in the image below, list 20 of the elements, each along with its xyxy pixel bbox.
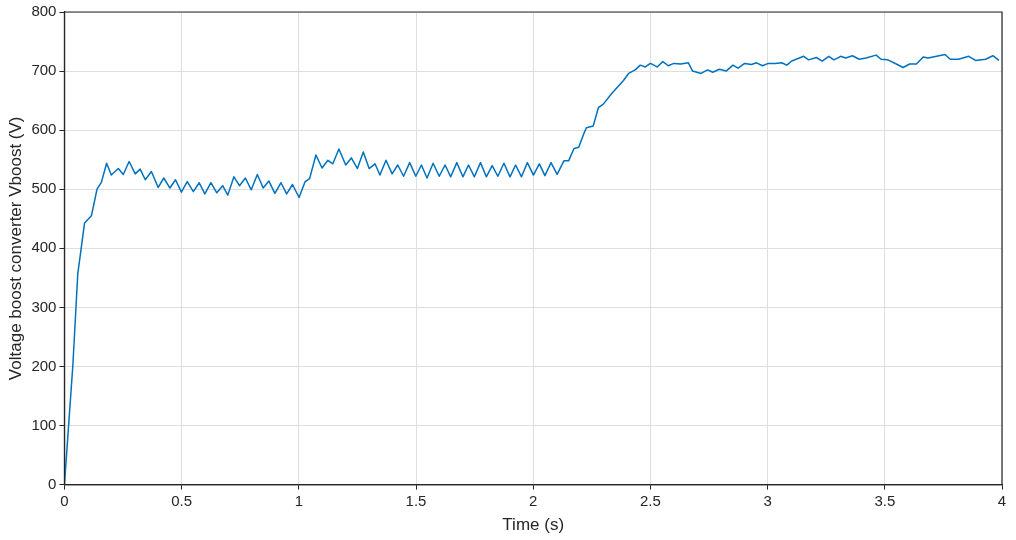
x-axis-title: Time (s) [502, 515, 565, 535]
x-tick-label: 3.5 [874, 491, 896, 509]
x-tick-label: 4 [997, 491, 1007, 509]
x-tick-label: 3 [763, 491, 772, 509]
y-tick-label: 200 [31, 356, 57, 374]
y-tick-label: 0 [48, 474, 57, 492]
y-axis-title: Voltage boost converter Vboost (V) [5, 116, 25, 381]
y-tick-label: 500 [31, 179, 57, 197]
x-tick-label: 0 [60, 491, 69, 509]
y-tick-label: 400 [31, 238, 57, 256]
y-tick-label: 700 [31, 61, 57, 79]
y-tick-label: 800 [31, 2, 57, 20]
y-tick-label: 300 [31, 297, 57, 315]
x-tick-label: 2 [529, 491, 538, 509]
x-tick-label: 1.5 [405, 491, 427, 509]
x-tick-label: 0.5 [171, 491, 193, 509]
x-tick-label: 2.5 [639, 491, 661, 509]
x-tick-label: 1 [294, 491, 303, 509]
y-tick-label: 100 [31, 415, 57, 433]
y-tick-label: 600 [31, 120, 57, 138]
